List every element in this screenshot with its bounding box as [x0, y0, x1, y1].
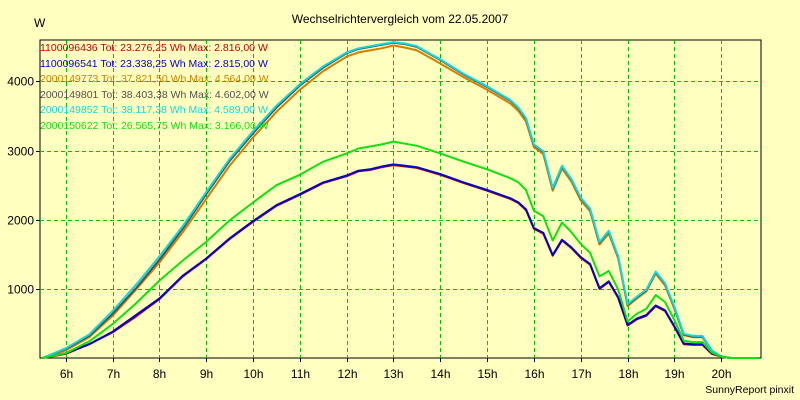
series-line-1100096541 [42, 163, 759, 359]
x-tick-label-14h: 14h [430, 367, 450, 381]
x-tick-label-17h: 17h [571, 367, 591, 381]
y-tick-label-1000: 1000 [7, 283, 34, 297]
y-tick-label-2000: 2000 [7, 214, 34, 228]
x-tick-label-16h: 16h [524, 367, 544, 381]
chart-title: Wechselrichtervergleich vom 22.05.2007 [291, 12, 509, 26]
x-tick-label-6h: 6h [60, 367, 73, 381]
x-tick-label-15h: 15h [477, 367, 497, 381]
legend-entry-1100096541: 1100096541 Tot: 23.338,25 Wh Max: 2.815,… [40, 57, 268, 70]
x-tick-label-11h: 11h [291, 367, 310, 381]
x-tick-label-20h: 20h [711, 367, 731, 381]
y-tick-label-4000: 4000 [7, 75, 34, 89]
plot-area [39, 39, 762, 359]
legend-entry-2000149801: 2000149801 Tot: 38.403,38 Wh Max: 4.602,… [40, 88, 269, 101]
x-tick-label-10h: 10h [243, 367, 263, 381]
x-tick-label-13h: 13h [383, 367, 403, 381]
legend: 1100096436 Tot: 23.276,25 Wh Max: 2.816,… [40, 41, 269, 135]
x-tick-label-7h: 7h [107, 367, 120, 381]
series-line-2000149852 [41, 41, 759, 359]
x-tick-label-19h: 19h [664, 367, 684, 381]
legend-entry-2000150622: 2000150622 Tot: 26.565,75 Wh Max: 3.166,… [40, 119, 269, 132]
legend-entry-1100096436: 1100096436 Tot: 23.276,25 Wh Max: 2.816,… [40, 42, 268, 54]
x-tick-label-9h: 9h [200, 367, 213, 381]
legend-entry-2000149852: 2000149852 Tot: 38.117,38 Wh Max: 4.589,… [40, 104, 268, 117]
y-axis-unit: W [34, 16, 46, 30]
x-tick-label-18h: 18h [618, 367, 638, 381]
footer-credit: SunnyReport pinxit [705, 384, 794, 396]
x-tick-label-8h: 8h [153, 367, 166, 381]
x-tick-label-12h: 12h [337, 367, 357, 381]
y-tick-label-3000: 3000 [7, 145, 34, 159]
legend-entry-2000149773: 2000149773 Tot: 37.821,50 Wh Max: 4.564,… [40, 73, 269, 86]
series-line-2000150622 [42, 140, 759, 359]
